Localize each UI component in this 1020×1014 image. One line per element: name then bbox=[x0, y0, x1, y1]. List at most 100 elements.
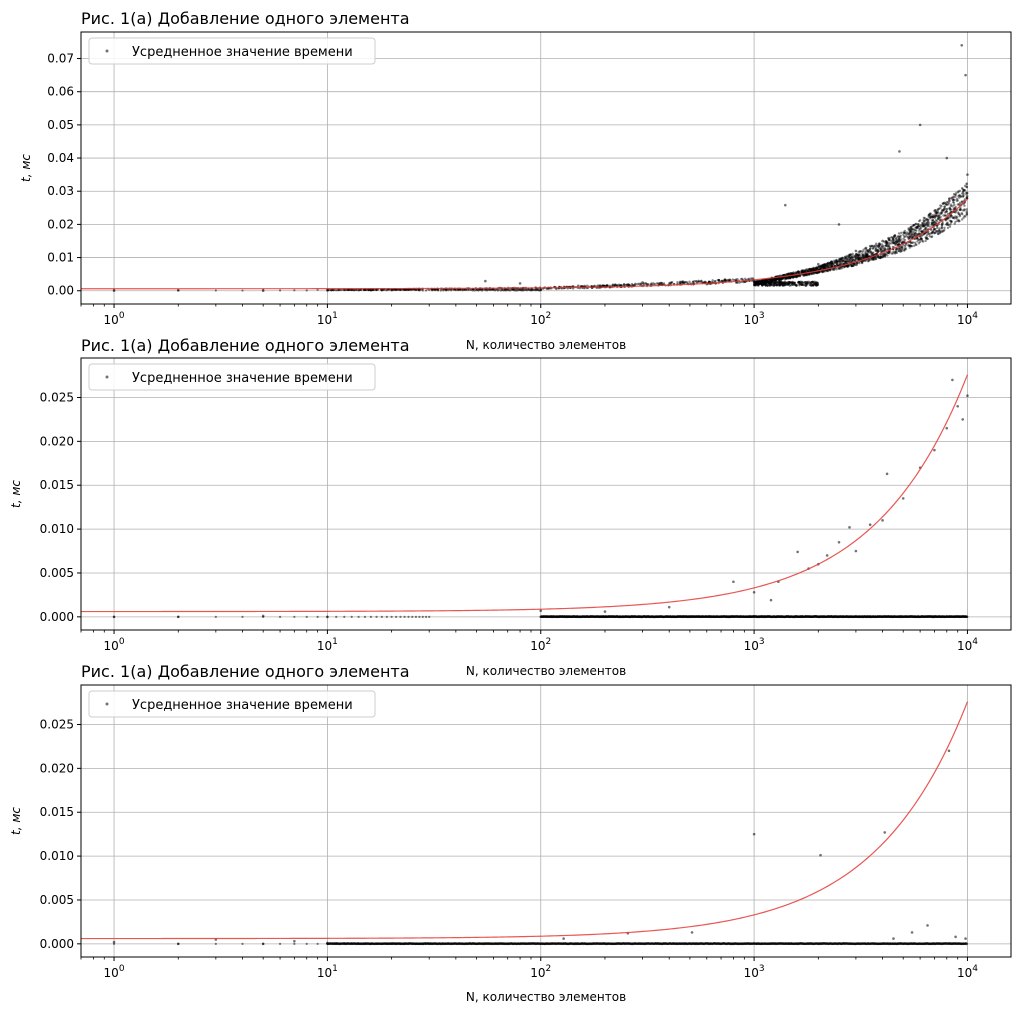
scatter-point bbox=[840, 257, 843, 261]
scatter-point bbox=[911, 228, 914, 231]
scatter-point bbox=[792, 271, 795, 275]
scatter-point bbox=[844, 257, 848, 260]
scatter-point bbox=[852, 254, 856, 257]
axes-frame bbox=[80, 357, 1012, 631]
scatter-point bbox=[872, 258, 875, 261]
scatter-point bbox=[785, 276, 788, 280]
scatter-point bbox=[962, 194, 965, 197]
scatter-point bbox=[447, 289, 450, 292]
scatter-point bbox=[882, 244, 885, 248]
y-tick-label: 0.07 bbox=[47, 52, 74, 66]
scatter-point bbox=[789, 272, 793, 275]
scatter-point bbox=[851, 252, 854, 256]
scatter-point bbox=[792, 275, 796, 278]
scatter-point bbox=[888, 242, 892, 245]
scatter-point bbox=[330, 288, 333, 292]
scatter-point bbox=[926, 224, 929, 228]
scatter-point bbox=[896, 240, 900, 243]
scatter-point bbox=[887, 245, 891, 248]
scatter-point bbox=[919, 237, 923, 240]
scatter-point bbox=[965, 185, 968, 189]
scatter-point bbox=[316, 942, 319, 945]
scatter-point bbox=[908, 244, 912, 247]
scatter-point bbox=[836, 260, 839, 263]
scatter-point bbox=[865, 248, 868, 252]
scatter-point bbox=[807, 273, 811, 276]
scatter-point bbox=[861, 254, 865, 257]
scatter-point bbox=[924, 237, 928, 240]
scatter-point bbox=[848, 254, 851, 257]
scatter-point bbox=[914, 231, 917, 235]
scatter-point bbox=[681, 281, 685, 284]
scatter-point bbox=[946, 223, 950, 226]
scatter-point bbox=[892, 235, 896, 239]
scatter-point bbox=[954, 205, 957, 209]
scatter-point bbox=[627, 283, 630, 287]
scatter-point bbox=[915, 233, 919, 236]
scatter-point bbox=[909, 241, 912, 244]
scatter-point bbox=[839, 260, 843, 263]
scatter-point bbox=[810, 272, 814, 276]
scatter-point bbox=[799, 270, 803, 273]
scatter-point bbox=[900, 248, 904, 251]
scatter-point bbox=[848, 253, 852, 257]
scatter-point bbox=[463, 288, 466, 291]
scatter-point bbox=[897, 247, 901, 251]
scatter-point bbox=[960, 192, 964, 195]
scatter-point bbox=[399, 942, 402, 945]
scatter-point bbox=[899, 250, 902, 253]
scatter-point bbox=[811, 284, 814, 287]
scatter-point bbox=[912, 228, 916, 231]
y-tick-label: 0.02 bbox=[47, 217, 74, 231]
scatter-point bbox=[701, 281, 704, 284]
scatter-point bbox=[700, 279, 703, 282]
scatter-point bbox=[846, 265, 849, 269]
scatter-point bbox=[958, 208, 961, 212]
scatter-point bbox=[881, 253, 885, 256]
scatter-point bbox=[895, 251, 899, 255]
y-tick-label: 0.015 bbox=[40, 805, 74, 819]
scatter-point bbox=[850, 264, 853, 268]
scatter-point bbox=[855, 253, 858, 256]
scatter-point bbox=[849, 256, 853, 259]
scatter-point bbox=[835, 262, 839, 265]
scatter-point bbox=[822, 265, 825, 269]
scatter-point bbox=[958, 196, 961, 199]
scatter-point bbox=[820, 265, 823, 268]
scatter-point bbox=[779, 278, 783, 282]
scatter-point bbox=[961, 418, 964, 421]
scatter-point bbox=[788, 277, 791, 280]
y-tick-label: 0.000 bbox=[40, 937, 74, 951]
scatter-point bbox=[935, 220, 939, 223]
scatter-point bbox=[804, 273, 807, 277]
scatter-point bbox=[941, 202, 944, 205]
legend: Усредненное значение времени bbox=[88, 363, 376, 391]
scatter-point bbox=[848, 253, 851, 257]
scatter-point bbox=[920, 223, 923, 227]
scatter-point bbox=[944, 214, 947, 217]
scatter-point bbox=[830, 262, 834, 265]
scatter-point bbox=[293, 942, 296, 945]
scatter-point bbox=[941, 221, 944, 225]
legend-marker bbox=[105, 49, 109, 53]
scatter-point bbox=[367, 288, 370, 292]
scatter-point bbox=[874, 248, 877, 252]
scatter-point bbox=[817, 262, 820, 266]
axes-frame bbox=[80, 684, 1012, 958]
y-tick-label: 0.005 bbox=[40, 566, 74, 580]
scatter-point bbox=[773, 281, 776, 284]
scatter-point bbox=[857, 254, 860, 257]
scatter-point bbox=[783, 280, 787, 283]
scatter-point bbox=[733, 279, 736, 282]
scatter-point bbox=[773, 278, 776, 281]
scatter-point bbox=[877, 255, 880, 258]
scatter-point bbox=[964, 937, 967, 940]
scatter-point bbox=[214, 289, 217, 292]
scatter-point bbox=[856, 257, 859, 260]
scatter-point bbox=[774, 278, 778, 281]
scatter-point bbox=[331, 288, 334, 292]
scatter-point bbox=[467, 288, 470, 292]
scatter-point bbox=[934, 214, 937, 218]
scatter-point bbox=[343, 942, 346, 945]
scatter-point bbox=[865, 255, 869, 259]
